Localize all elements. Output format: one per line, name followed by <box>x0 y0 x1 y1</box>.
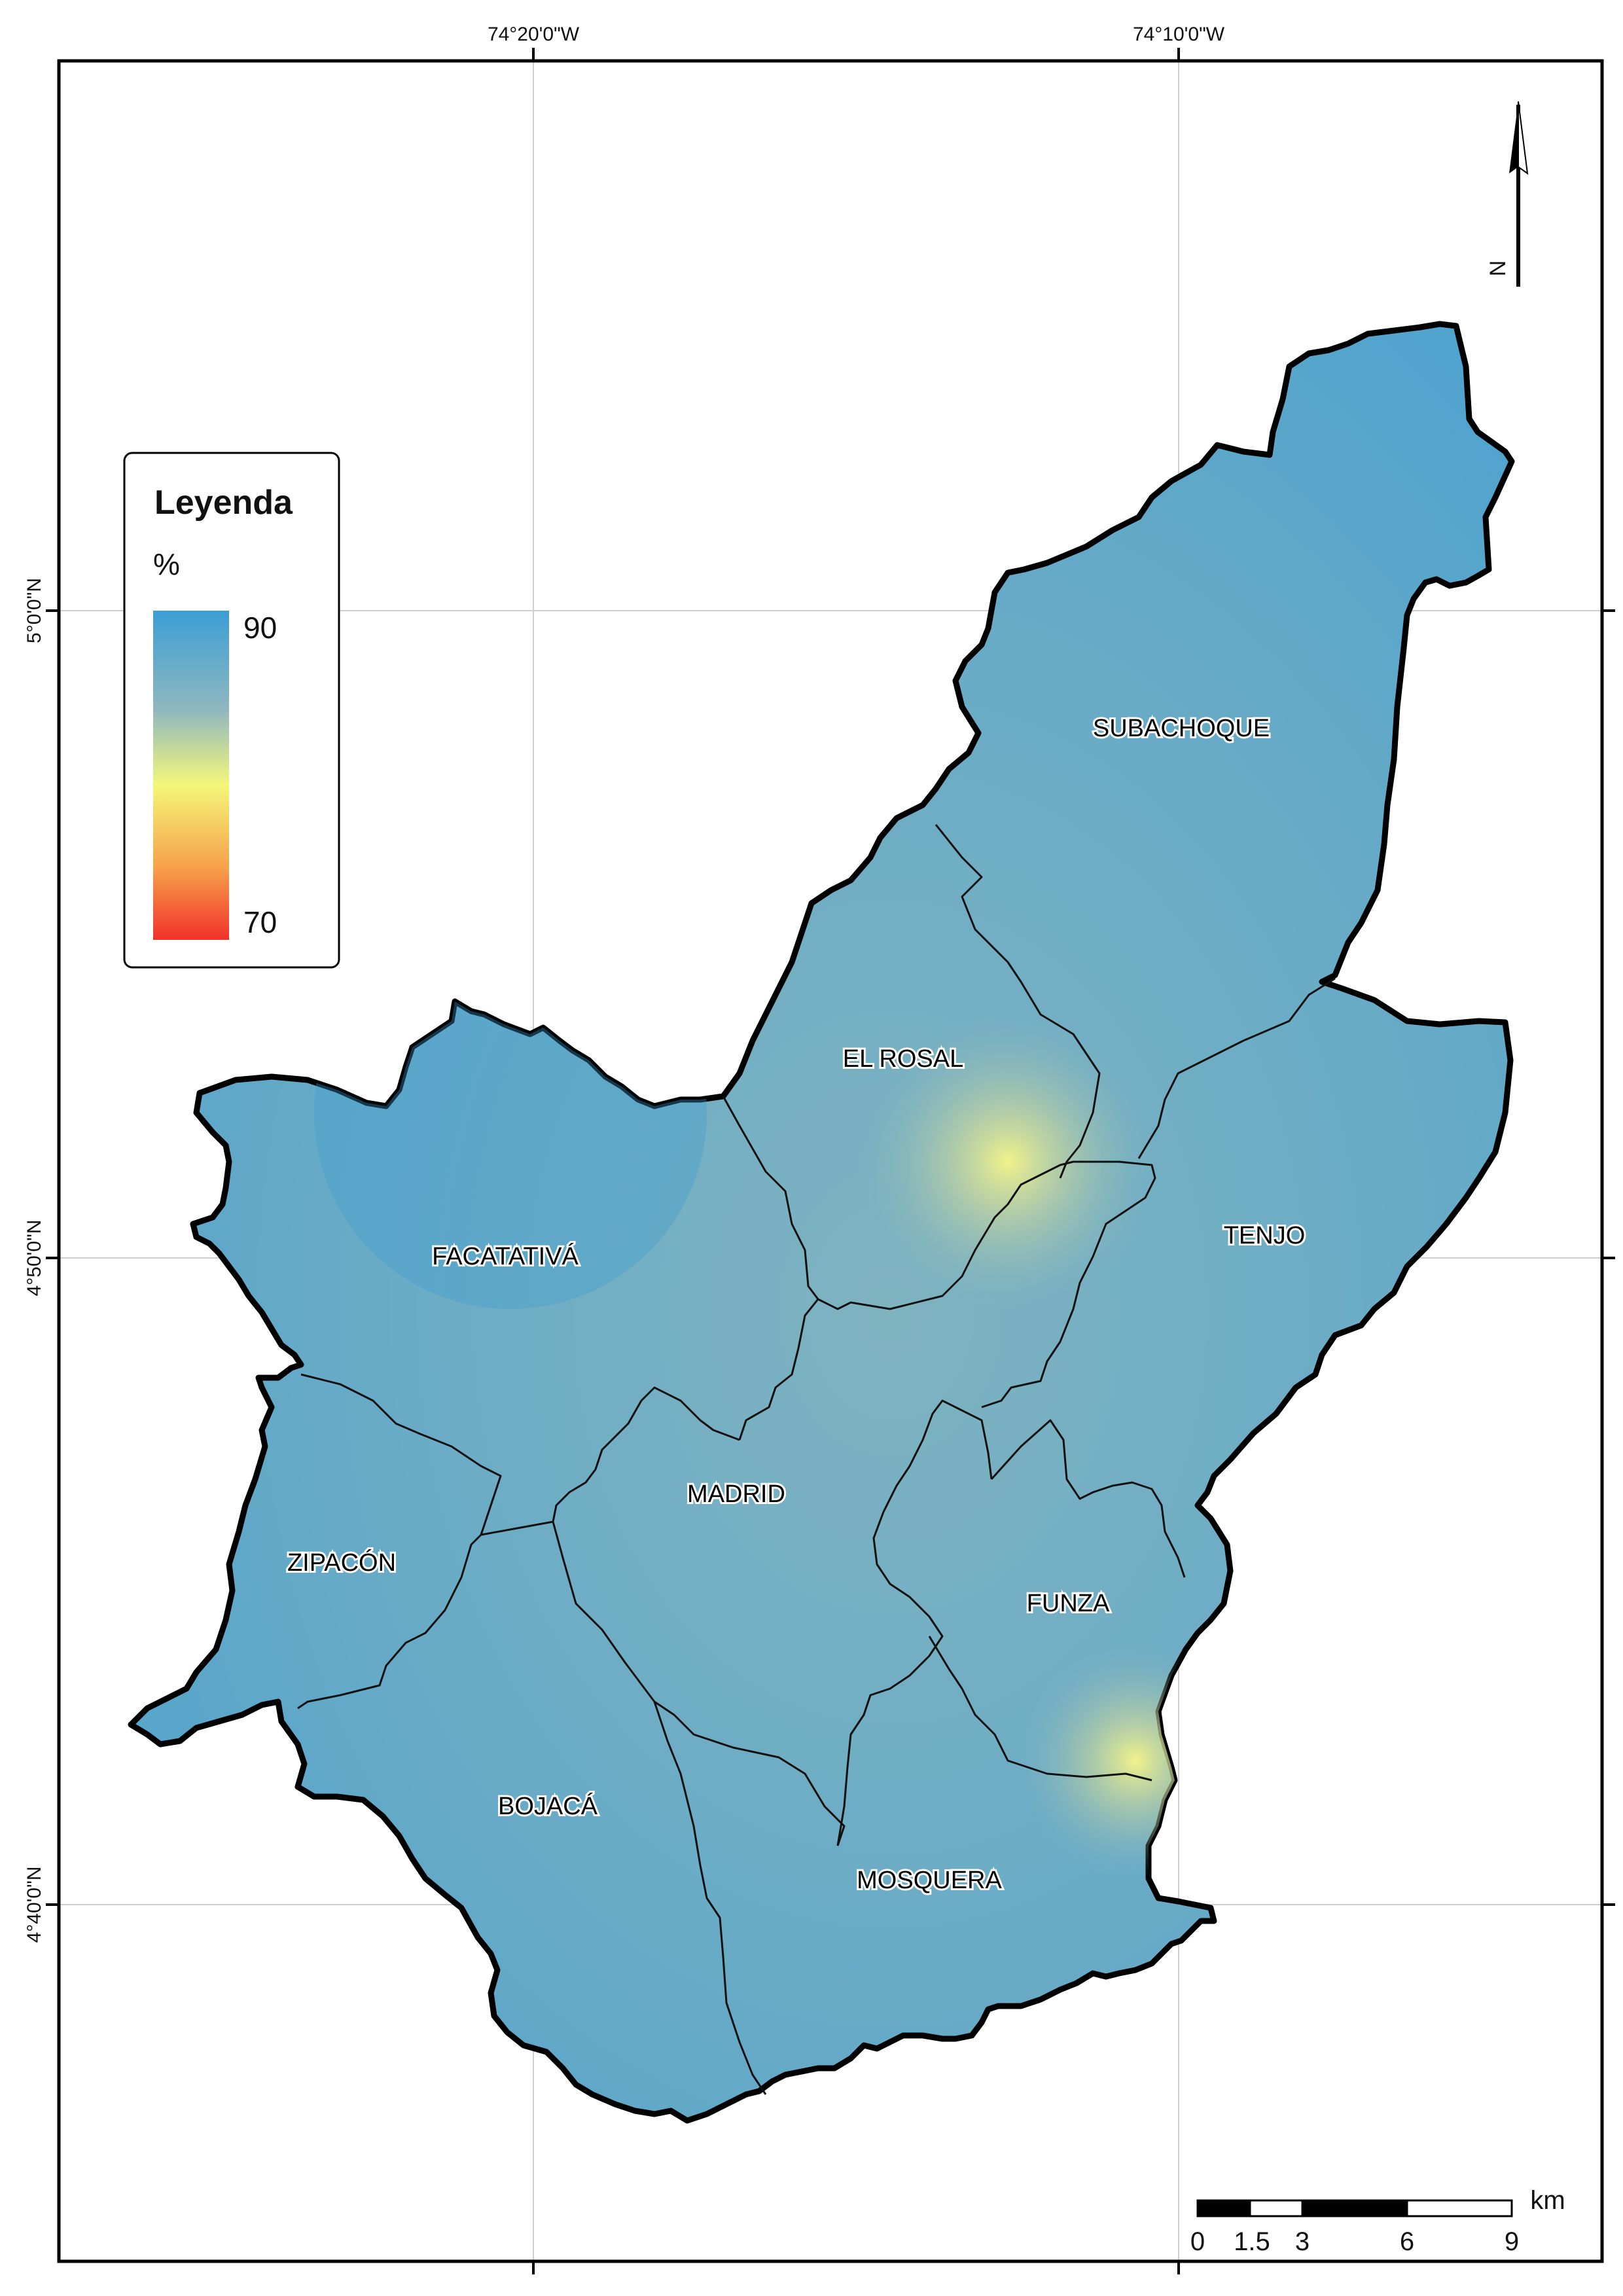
label-subachoque: SUBACHOQUE <box>1093 715 1270 742</box>
hotspot-el-rosal <box>857 1011 1158 1312</box>
boundary-funza-mosquera <box>928 1636 1152 1782</box>
scale-label-1-5: 1.5 <box>1234 2227 1270 2256</box>
scale-seg-4 <box>1406 2199 1513 2217</box>
scale-bar: 0 1.5 3 6 9 km <box>1190 2186 1565 2256</box>
legend-max-label: 90 <box>243 611 277 645</box>
municipality-labels: SUBACHOQUE EL ROSAL TENJO FACATATIVÁ MAD… <box>285 713 1307 1896</box>
label-funza: FUNZA <box>1027 1590 1110 1617</box>
hotspot-funza <box>1018 1643 1253 1878</box>
label-el-rosal: EL ROSAL <box>843 1045 963 1073</box>
legend-min-label: 70 <box>243 905 277 939</box>
legend-color-ramp <box>153 611 229 940</box>
label-facatativa: FACATATIVÁ <box>432 1242 579 1270</box>
boundary-madrid-mosquera <box>836 1399 993 1846</box>
lat-label-5-0: 5°0'0"N <box>24 578 45 643</box>
scale-label-9: 9 <box>1505 2227 1519 2256</box>
legend-title: Leyenda <box>154 484 293 522</box>
frame-ticks <box>46 48 1615 2274</box>
label-tenjo: TENJO <box>1224 1222 1306 1249</box>
scale-seg-1 <box>1196 2199 1251 2217</box>
north-label: N <box>1486 260 1510 277</box>
lon-label-74-10: 74°10'0"W <box>1133 24 1225 45</box>
north-arrow-icon: N <box>1486 101 1529 287</box>
label-zipacon: ZIPACÓN <box>287 1549 396 1577</box>
scale-label-0: 0 <box>1190 2227 1205 2256</box>
scale-label-6: 6 <box>1400 2227 1414 2256</box>
boundary-zipacon-bojaca <box>297 1534 482 1710</box>
boundary-subachoque-tenjo <box>1137 977 1336 1159</box>
lat-label-4-50: 4°50'0"N <box>24 1220 45 1297</box>
boundary-funza-tenjo <box>990 1419 1186 1578</box>
label-bojaca: BOJACÁ <box>498 1792 598 1820</box>
boundary-facatativa-el-rosal <box>722 1096 1156 1408</box>
scale-unit: km <box>1530 2186 1565 2215</box>
scale-seg-3 <box>1301 2199 1408 2217</box>
scale-label-3: 3 <box>1295 2227 1310 2256</box>
label-mosquera: MOSQUERA <box>857 1867 1002 1894</box>
boundary-facatativa-madrid <box>552 1386 740 1522</box>
boundary-madrid-rosal-b <box>738 1299 819 1441</box>
boundary-facatativa-zipacon <box>300 1373 502 1535</box>
legend: Leyenda % 90 70 <box>123 452 340 969</box>
lat-label-4-40: 4°40'0"N <box>24 1867 45 1943</box>
scale-seg-2 <box>1249 2199 1304 2217</box>
legend-unit: % <box>153 547 180 581</box>
label-madrid: MADRID <box>687 1480 785 1508</box>
boundary-el-rosal-subachoque <box>935 824 1101 1179</box>
municipal-boundaries <box>297 824 1336 2095</box>
map-frame <box>57 59 1604 2263</box>
lon-label-74-20: 74°20'0"W <box>488 24 580 45</box>
boundary-bojaca-mosquera <box>653 1701 767 2095</box>
